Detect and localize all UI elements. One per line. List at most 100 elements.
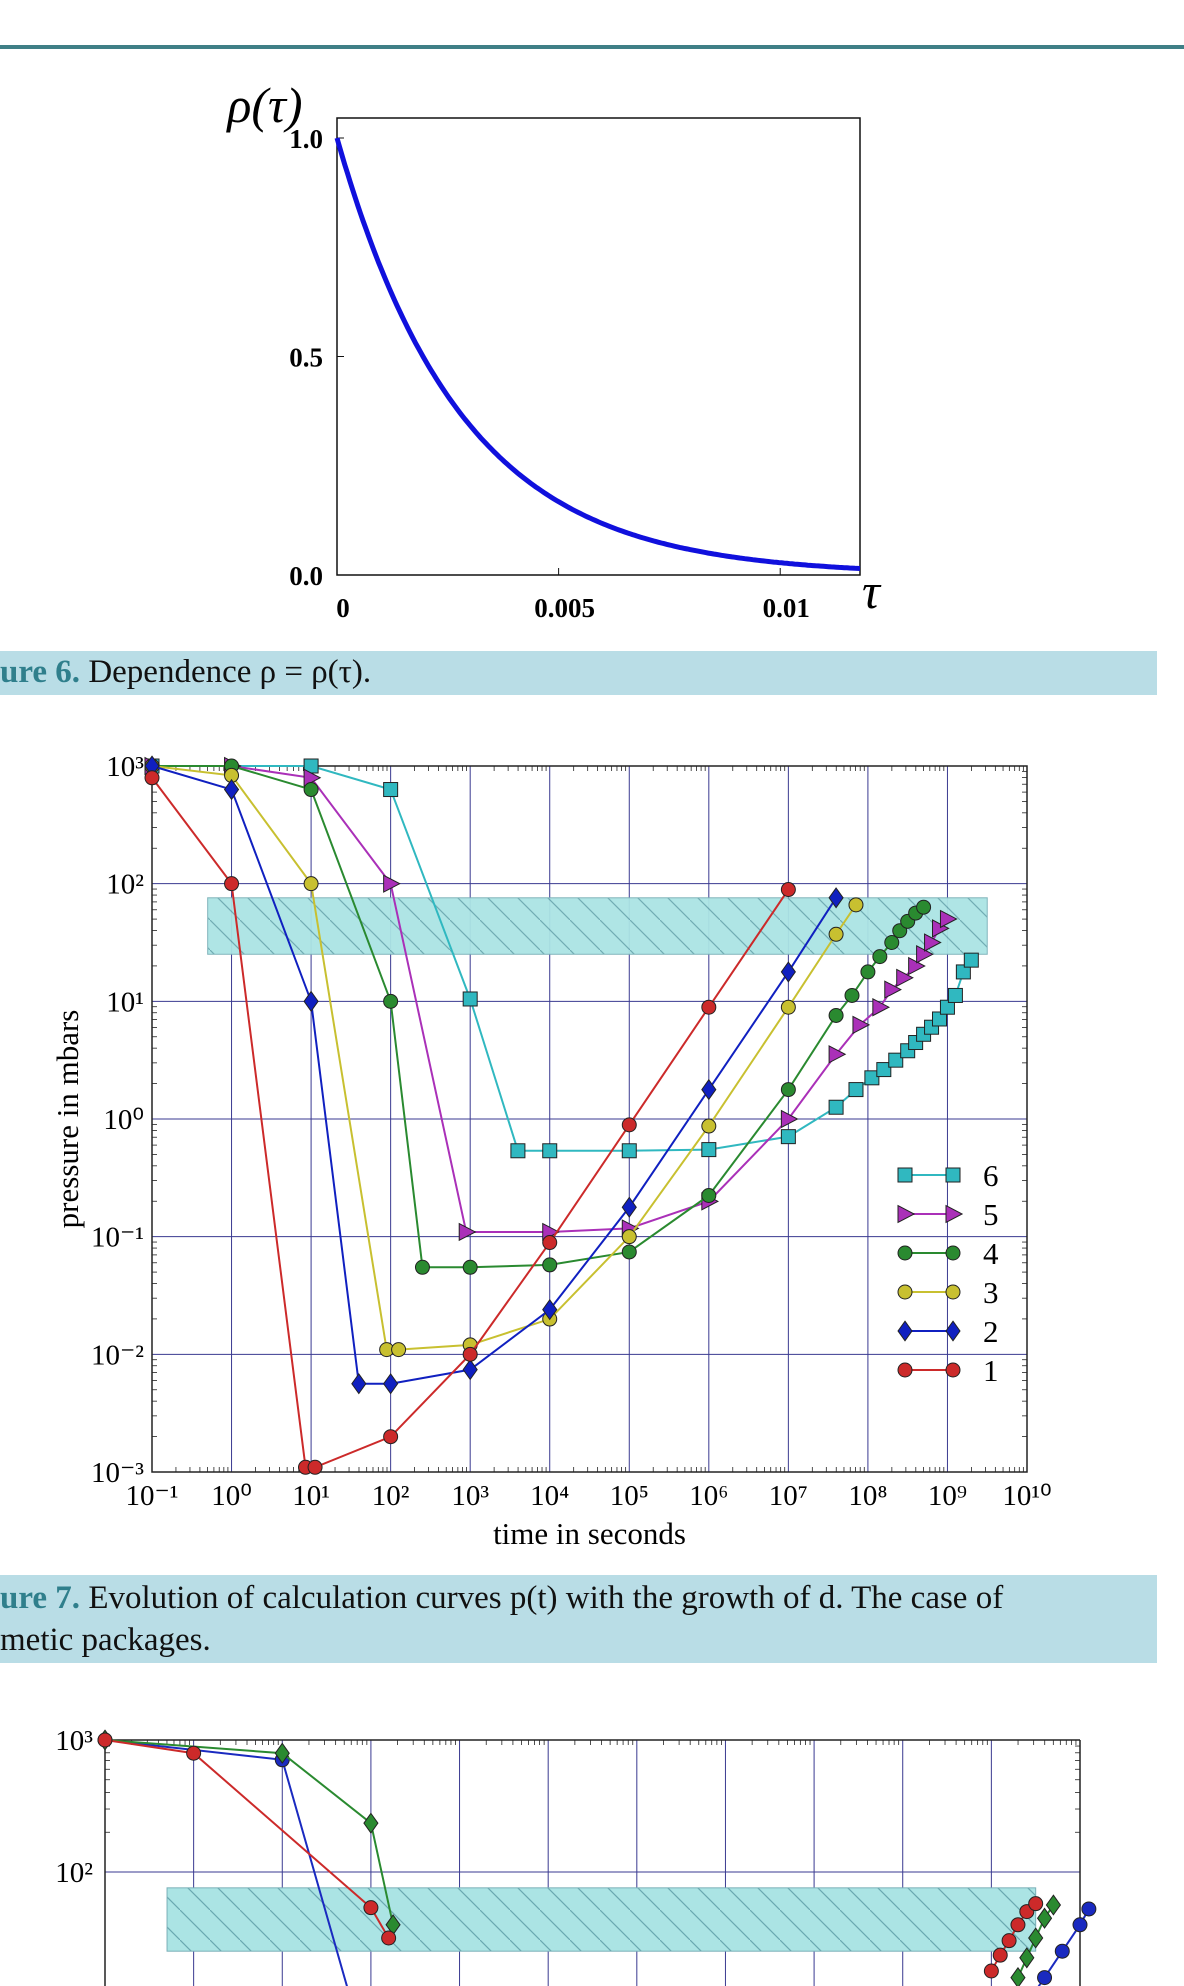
data-marker-circle bbox=[462, 1259, 478, 1275]
data-marker-diamond bbox=[274, 1742, 290, 1764]
data-marker-circle bbox=[381, 1930, 397, 1946]
data-marker-circle bbox=[224, 876, 240, 892]
data-marker-circle bbox=[621, 1229, 637, 1245]
x-tick-label: 10¹ bbox=[292, 1480, 330, 1512]
series-5 bbox=[1037, 1901, 1097, 1986]
legend-entry-4: 4 bbox=[897, 1236, 999, 1271]
data-marker-circle bbox=[945, 1362, 961, 1378]
data-marker-square bbox=[780, 1129, 796, 1145]
data-marker-circle bbox=[97, 1732, 113, 1748]
figure-6-chart: 0 0.005 0.01 0.0 0.5 1.0ρ(τ) τ bbox=[225, 77, 882, 623]
data-marker-square bbox=[876, 1062, 892, 1078]
y-tick-label: 0.5 bbox=[289, 343, 323, 373]
legend-label: 6 bbox=[983, 1158, 999, 1193]
data-marker-circle bbox=[872, 949, 888, 965]
x-tick-label: 10⁹ bbox=[928, 1480, 967, 1512]
data-marker-circle bbox=[542, 1235, 558, 1251]
figure-7-caption-line-1: Evolution of calculation curves p(t) wit… bbox=[80, 1580, 1004, 1616]
data-marker-circle bbox=[307, 1459, 323, 1475]
series-4 bbox=[144, 758, 932, 1275]
x-tick-label: 0.01 bbox=[763, 593, 810, 623]
y-tick-label: 10³ bbox=[55, 1725, 93, 1757]
series-2 bbox=[144, 755, 844, 1395]
y-tick-label: 10² bbox=[106, 869, 144, 901]
data-marker-square bbox=[947, 987, 963, 1003]
data-marker-circle bbox=[897, 1245, 913, 1261]
data-marker-triangle bbox=[303, 768, 322, 787]
data-marker-circle bbox=[1081, 1901, 1097, 1917]
series-line-3 bbox=[151, 765, 857, 1351]
figure-8-partial-chart: 10³ 10² bbox=[55, 1725, 1097, 1986]
data-marker-circle bbox=[897, 1284, 913, 1300]
y-axis-label: ρ(τ) bbox=[225, 77, 302, 133]
data-marker-diamond bbox=[351, 1373, 367, 1395]
legend-entry-6: 6 bbox=[897, 1158, 999, 1193]
figure-7-chart: 10⁻¹ 10⁰ 10¹ 10² 10³ 10⁴ 10⁵ 10⁶ 10⁷ 10⁸ 10⁹ 10¹⁰ 10… bbox=[50, 751, 1052, 1551]
data-marker-triangle bbox=[780, 1109, 799, 1129]
data-marker-circle bbox=[828, 926, 844, 942]
series-1 bbox=[144, 770, 796, 1475]
x-tick-label: 0.005 bbox=[534, 593, 595, 623]
series-line bbox=[104, 1739, 390, 1939]
data-marker-diamond bbox=[621, 1196, 637, 1218]
x-tick-label: 10⁷ bbox=[769, 1480, 808, 1512]
data-marker-circle bbox=[1028, 1896, 1044, 1912]
data-marker-circle bbox=[462, 1346, 478, 1362]
plot-frame bbox=[151, 765, 1028, 1473]
legend-entry-1: 1 bbox=[897, 1353, 999, 1388]
data-marker-diamond bbox=[1028, 1927, 1044, 1949]
legend-label: 5 bbox=[983, 1197, 999, 1232]
data-marker-circle bbox=[884, 935, 900, 950]
x-tick-label: 10⁸ bbox=[848, 1480, 887, 1512]
data-marker-triangle bbox=[924, 933, 942, 952]
target-pressure-band bbox=[207, 897, 988, 955]
data-marker-square bbox=[848, 1082, 864, 1098]
series-2 bbox=[97, 1732, 397, 1946]
data-marker-circle bbox=[897, 1362, 913, 1378]
data-marker-circle bbox=[1010, 1917, 1026, 1933]
data-marker-square bbox=[963, 952, 979, 968]
data-marker-square bbox=[510, 1143, 526, 1159]
data-marker-triangle bbox=[896, 968, 914, 988]
data-marker-diamond bbox=[303, 990, 319, 1012]
data-marker-diamond bbox=[1045, 1894, 1062, 1916]
x-tick-label: 10¹⁰ bbox=[1002, 1480, 1051, 1512]
series-4 bbox=[1010, 1894, 1062, 1986]
data-marker-triangle bbox=[458, 1222, 477, 1242]
legend-entry-5: 5 bbox=[897, 1197, 999, 1232]
data-marker-diamond bbox=[828, 887, 844, 909]
y-tick-label: 10⁻¹ bbox=[91, 1222, 144, 1254]
data-marker-circle bbox=[414, 1259, 430, 1275]
target-pressure-band bbox=[166, 1887, 1037, 1952]
data-marker-circle bbox=[303, 876, 319, 892]
data-marker-diamond bbox=[363, 1812, 379, 1834]
data-marker-square bbox=[932, 1011, 947, 1027]
data-marker-circle bbox=[780, 999, 796, 1015]
data-marker-circle bbox=[780, 882, 796, 898]
data-marker-circle bbox=[186, 1745, 202, 1761]
data-marker-triangle bbox=[884, 980, 902, 999]
data-marker-diamond bbox=[897, 1320, 913, 1342]
data-marker-circle bbox=[383, 993, 399, 1009]
data-marker-circle bbox=[383, 1429, 399, 1445]
data-marker-circle bbox=[621, 1117, 637, 1133]
data-marker-circle bbox=[945, 1284, 961, 1300]
data-marker-diamond bbox=[383, 1373, 399, 1395]
y-tick-label: 10⁻³ bbox=[91, 1457, 144, 1489]
data-marker-circle bbox=[391, 1342, 407, 1358]
data-marker-triangle bbox=[945, 1204, 964, 1224]
legend-entry-3: 3 bbox=[897, 1275, 999, 1310]
x-tick-label: 10² bbox=[372, 1480, 410, 1512]
data-marker-square bbox=[542, 1143, 558, 1159]
legend-label: 3 bbox=[983, 1275, 999, 1310]
data-marker-triangle bbox=[828, 1045, 847, 1064]
data-marker-diamond bbox=[780, 961, 796, 983]
data-marker-square bbox=[701, 1142, 717, 1158]
data-marker-circle bbox=[701, 1118, 717, 1134]
x-tick-label: 10⁰ bbox=[211, 1480, 252, 1512]
y-tick-label: 10⁻² bbox=[91, 1339, 144, 1371]
data-marker-triangle bbox=[383, 874, 401, 893]
data-marker-diamond bbox=[462, 1358, 478, 1381]
y-tick-label: 0.0 bbox=[289, 561, 323, 591]
x-tick-label: 10⁴ bbox=[530, 1480, 569, 1512]
